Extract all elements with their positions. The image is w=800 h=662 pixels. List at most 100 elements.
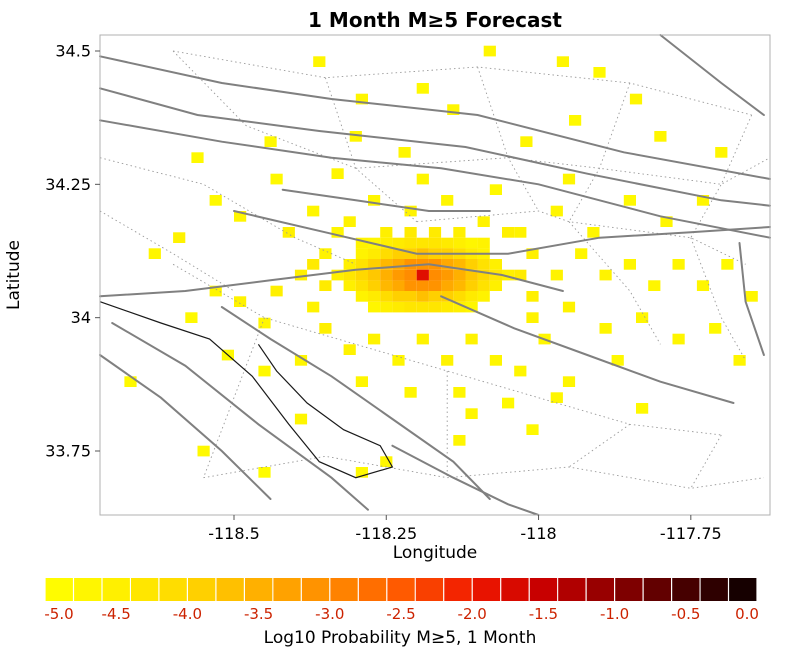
colorbar-segment (387, 578, 415, 601)
probability-cell (441, 195, 454, 206)
probability-cell (404, 387, 417, 398)
probability-cell (368, 333, 381, 345)
probability-cell (313, 56, 326, 67)
fault-trace-line (99, 119, 771, 239)
probability-cell (307, 301, 320, 313)
probability-cell (428, 227, 442, 238)
fault-section-dotted-line (568, 423, 631, 468)
probability-cell (392, 237, 405, 249)
coastline (99, 301, 394, 479)
probability-cell (453, 227, 466, 238)
probability-cell (660, 216, 673, 227)
fault-trace-line (440, 295, 735, 404)
probability-cell (696, 195, 710, 206)
probability-cell (294, 269, 308, 281)
colorbar-segment (102, 578, 130, 601)
probability-cell (258, 317, 271, 329)
probability-cell (745, 291, 758, 302)
probability-cell (368, 301, 381, 313)
colorbar-tick-label: -2.5 (386, 605, 415, 623)
probability-cell (355, 376, 368, 387)
probability-cell (654, 131, 667, 142)
probability-cell (392, 259, 405, 270)
probability-cell (514, 269, 527, 281)
probability-cell (209, 195, 222, 206)
colorbar-tick-label: -1.0 (600, 605, 629, 623)
fault-section-dotted-line (690, 237, 746, 361)
probability-cell (428, 280, 442, 291)
probability-cell (550, 269, 563, 281)
x-tick-label: -117.75 (660, 524, 722, 543)
probability-cell (453, 237, 466, 249)
probability-cell (392, 355, 405, 366)
probability-cell (696, 280, 710, 291)
probability-cell (270, 285, 283, 297)
probability-cell (380, 291, 393, 302)
probability-cell (197, 445, 210, 457)
probability-cell (562, 376, 576, 387)
colorbar-tick-label: -2.0 (458, 605, 487, 623)
y-tick-label: 34.25 (45, 175, 91, 194)
probability-cell (477, 259, 490, 270)
probability-cell (258, 467, 271, 478)
probability-cell (258, 365, 271, 377)
probability-cell (282, 227, 295, 238)
probability-cell (368, 280, 381, 291)
probability-cell (733, 355, 746, 366)
probability-cell (355, 237, 368, 249)
probability-cell (477, 280, 490, 291)
probability-cell (294, 355, 308, 366)
probability-cell (234, 211, 247, 222)
probability-cell (234, 296, 247, 307)
y-tick-label: 33.75 (45, 442, 91, 461)
probability-cell (587, 227, 600, 238)
probability-cell (465, 280, 478, 291)
probability-cell (489, 280, 502, 291)
colorbar-segment (159, 578, 187, 601)
colorbar-segment (529, 578, 558, 601)
fault-section-dotted-line (416, 210, 746, 265)
colorbar-segment (444, 578, 472, 601)
probability-cell (526, 291, 539, 302)
colorbar-segment (729, 578, 757, 601)
probability-cell (465, 408, 478, 419)
probability-cell (191, 152, 204, 163)
probability-cell (514, 227, 527, 238)
x-tick-label: -118.25 (355, 524, 417, 543)
probability-cell (550, 205, 563, 217)
probability-cell (380, 248, 393, 259)
probability-cell (368, 248, 381, 259)
probability-cell (441, 259, 454, 270)
colorbar-segment (301, 578, 330, 601)
probability-cell (307, 259, 320, 270)
y-tick-label: 34 (71, 308, 91, 327)
probability-cell (355, 467, 368, 478)
probability-cell (550, 392, 563, 403)
probability-cell (392, 291, 405, 302)
probability-cell (398, 147, 411, 158)
probability-cell (416, 280, 429, 291)
fault-trace-line (738, 242, 765, 356)
probability-cell (441, 280, 454, 291)
probability-cell (404, 205, 417, 217)
fault-trace-line (99, 263, 564, 298)
probability-cell (319, 323, 332, 334)
probability-cell (520, 136, 533, 147)
probability-cell (477, 237, 490, 249)
probability-cell (173, 232, 186, 243)
fault-section-dotted-line (203, 317, 265, 478)
probability-cell (441, 237, 454, 249)
probability-cell (392, 280, 405, 291)
probability-cell (562, 301, 576, 313)
fault-trace-line (99, 87, 771, 207)
probability-cell (343, 259, 356, 270)
probability-cell (502, 397, 515, 409)
probability-cell (526, 424, 539, 435)
probability-cell (447, 104, 460, 115)
probability-cell (636, 403, 649, 414)
fault-section-dotted-line (690, 434, 722, 489)
probability-cell (355, 248, 368, 259)
probability-cell (453, 280, 466, 291)
probability-cell (368, 269, 381, 281)
